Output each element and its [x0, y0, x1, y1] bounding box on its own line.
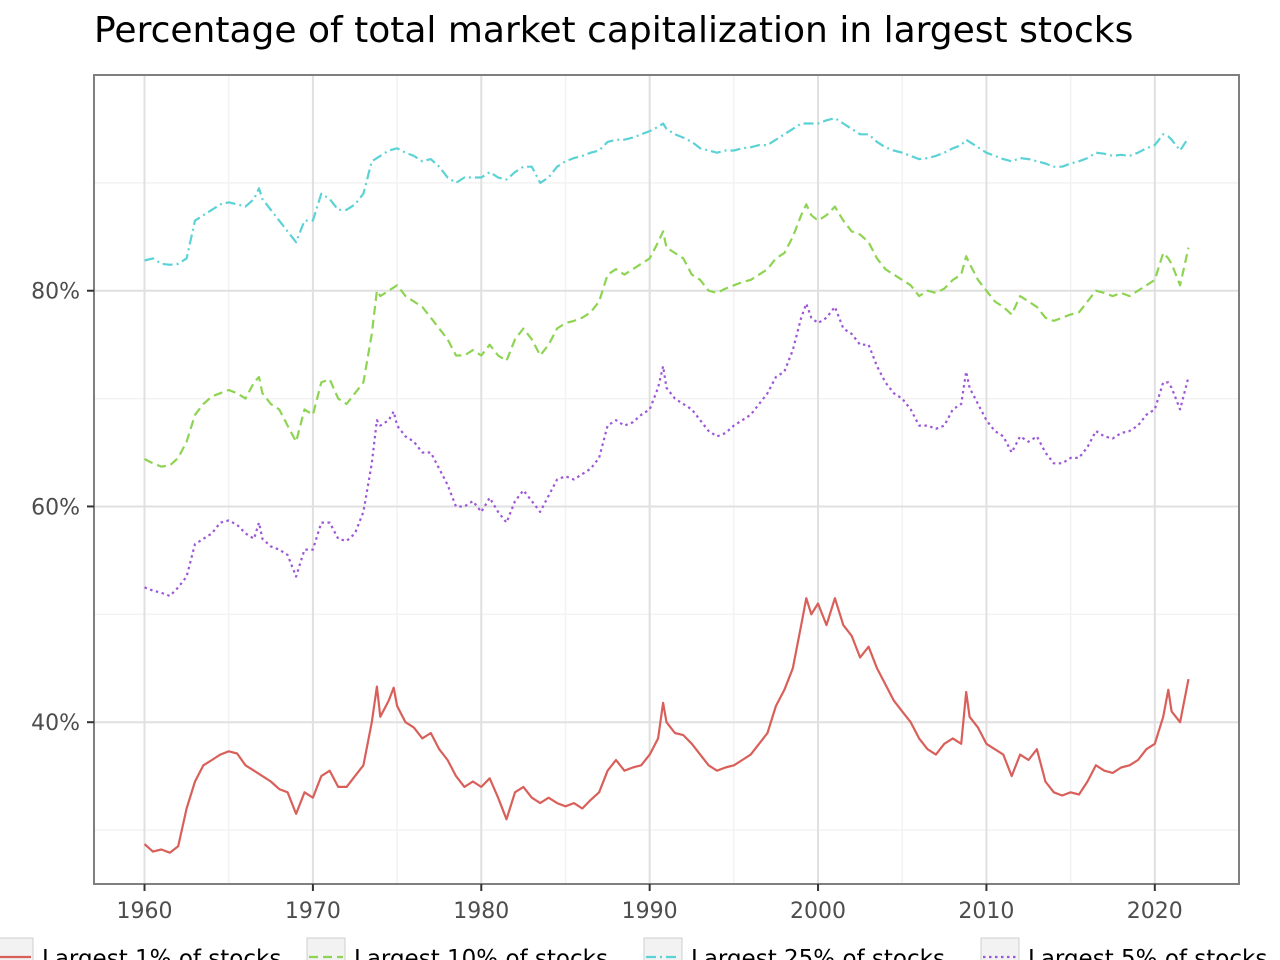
plot-border	[93, 74, 1240, 885]
legend-item-1: Largest 1% of stocks	[0, 937, 281, 960]
x-tick-label: 1960	[117, 899, 173, 924]
legend-item-4: Largest 5% of stocks	[980, 937, 1267, 960]
legend-label: Largest 25% of stocks	[691, 946, 945, 960]
y-axis: 40% 60% 80%	[31, 280, 94, 736]
x-tick-label: 2000	[790, 899, 846, 924]
legend-item-2: Largest 10% of stocks	[306, 937, 608, 960]
x-tick-label: 2010	[958, 899, 1014, 924]
y-tick-label: 80%	[31, 280, 80, 305]
x-tick-label: 2020	[1127, 899, 1183, 924]
y-tick-label: 40%	[31, 711, 80, 736]
legend-key-box	[643, 937, 683, 960]
series-line-3	[144, 117, 1190, 266]
minor-gridlines	[94, 75, 1239, 884]
legend-key-box	[0, 937, 34, 960]
x-tick-label: 1980	[453, 899, 509, 924]
x-tick-label: 1970	[285, 899, 341, 924]
legend: Largest 1% of stocks Largest 10% of stock…	[0, 937, 1267, 960]
legend-item-3: Largest 25% of stocks	[643, 937, 945, 960]
y-tick-label: 60%	[31, 495, 80, 520]
legend-key-box	[306, 937, 346, 960]
series-line-2	[143, 203, 1190, 468]
legend-key-box	[980, 937, 1020, 960]
series-line-1	[143, 597, 1190, 854]
legend-label: Largest 10% of stocks	[354, 946, 608, 960]
x-tick-label: 1990	[622, 899, 678, 924]
legend-label: Largest 1% of stocks	[42, 946, 281, 960]
series-line-4	[144, 302, 1190, 598]
legend-label: Largest 5% of stocks	[1028, 946, 1267, 960]
series-lines	[143, 117, 1190, 854]
x-axis: 1960 1970 1980 1990 2000 2010 2020	[117, 884, 1183, 924]
chart-title: Percentage of total market capitalizatio…	[94, 10, 1133, 51]
